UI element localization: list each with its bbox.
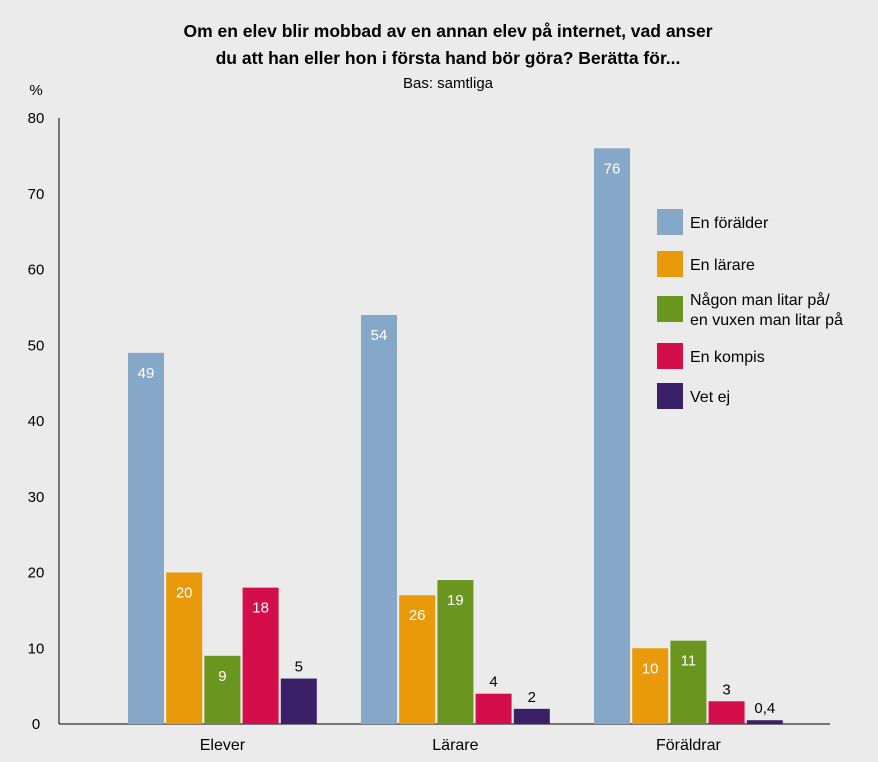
bar-l-rare-series-4 [475, 693, 512, 724]
data-label: 26 [409, 607, 426, 624]
bar-l-rare-series-1 [361, 314, 397, 724]
legend-swatch-4 [657, 343, 683, 369]
y-tick-label: 80 [28, 110, 45, 127]
bar-f-r-ldrar-series-3 [670, 640, 707, 724]
y-tick-label: 70 [28, 186, 45, 203]
data-label: 2 [528, 689, 536, 706]
data-label: 54 [371, 327, 388, 344]
category-label-l-rare: Lärare [432, 737, 478, 754]
data-label: 0,4 [754, 700, 775, 717]
bar-l-rare-series-3 [437, 580, 474, 724]
y-tick-labels: 0 10 20 30 40 50 60 70 80 [28, 110, 45, 733]
y-tick-label: 40 [28, 413, 45, 430]
legend: En förälder En lärare Någon man litar på/e… [657, 209, 843, 409]
legend-swatch-3 [657, 296, 683, 322]
legend-label-1: En förälder [690, 215, 769, 232]
bar-f-r-ldrar-series-5 [746, 720, 783, 724]
y-axis-unit: % [29, 82, 42, 99]
data-label: 5 [295, 659, 303, 676]
data-label: 9 [218, 668, 226, 685]
category-label-elever: Elever [200, 737, 246, 754]
legend-label-2: En lärare [690, 257, 755, 274]
data-label: 18 [252, 600, 269, 617]
bar-f-r-ldrar-series-4 [708, 701, 745, 724]
legend-swatch-5 [657, 383, 683, 409]
chart-title-line-1: Om en elev blir mobbad av en annan elev … [183, 21, 712, 41]
legend-swatch-1 [657, 209, 683, 235]
bar-f-r-ldrar-series-2 [632, 648, 669, 724]
data-label: 20 [176, 585, 193, 602]
legend-label-5: Vet ej [690, 389, 730, 406]
data-label: 4 [489, 674, 497, 691]
y-tick-label: 60 [28, 262, 45, 279]
legend-label-4: En kompis [690, 349, 765, 366]
data-label: 76 [604, 160, 621, 177]
data-label: 19 [447, 592, 464, 609]
bar-elever-series-2 [166, 572, 203, 724]
y-tick-label: 50 [28, 337, 45, 354]
chart-title-line-2: du att han eller hon i första hand bör g… [216, 48, 681, 68]
data-labels: 49 20 9 18 5 54 26 19 4 2 76 10 11 3 0,4 [138, 160, 776, 717]
chart-subtitle: Bas: samtliga [403, 75, 494, 92]
bar-l-rare-series-5 [513, 708, 550, 724]
data-label: 3 [722, 681, 730, 698]
bar-f-r-ldrar-series-1 [594, 148, 630, 725]
data-label: 11 [681, 653, 697, 670]
legend-label-3: Någon man litar på/ [690, 291, 830, 309]
bar-elever-series-1 [128, 352, 164, 724]
category-label-f-r-ldrar: Föräldrar [656, 737, 722, 754]
bar-elever-series-3 [204, 655, 241, 724]
data-label: 10 [642, 660, 659, 677]
y-tick-label: 10 [28, 640, 45, 657]
y-tick-label: 20 [28, 565, 45, 582]
y-tick-label: 30 [28, 489, 45, 506]
data-label: 49 [138, 365, 155, 382]
legend-label-3: en vuxen man litar på [690, 311, 843, 329]
bar-l-rare-series-2 [399, 595, 436, 724]
bar-elever-series-4 [242, 587, 279, 724]
y-tick-label: 0 [32, 716, 40, 733]
legend-swatch-2 [657, 251, 683, 277]
bar-elever-series-5 [280, 678, 317, 724]
category-labels: Elever Lärare Föräldrar [200, 737, 722, 754]
bars [128, 148, 783, 725]
